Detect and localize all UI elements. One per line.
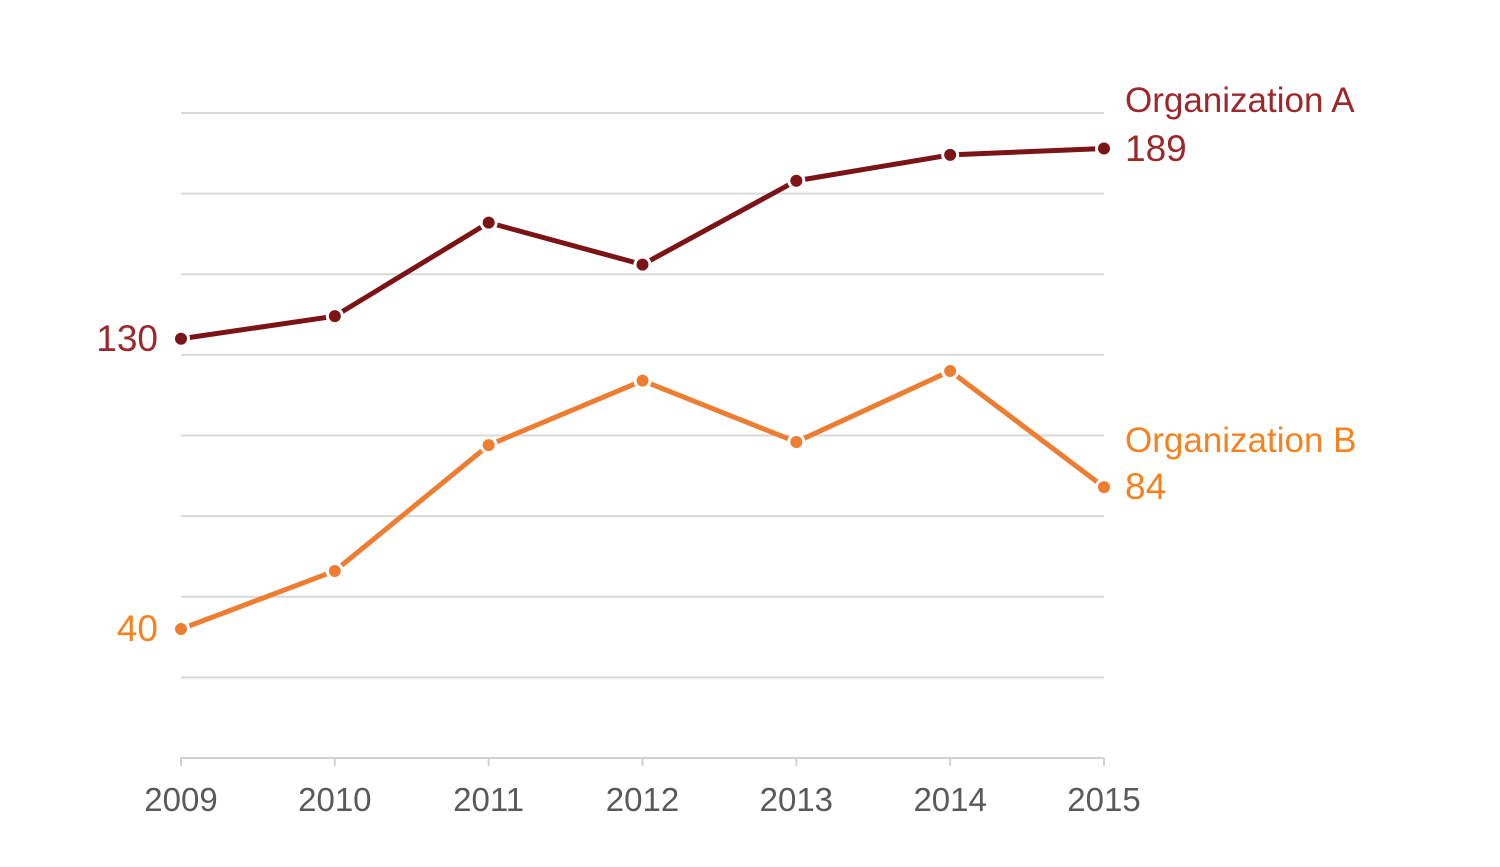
series-a-first-value-label: 130: [96, 318, 158, 359]
series-b-line: [180, 368, 1106, 632]
series-b-point: [479, 436, 498, 455]
series-a-point: [325, 307, 344, 326]
x-tick-label: 2012: [606, 781, 679, 818]
series-a-point: [1095, 139, 1113, 158]
series-b-point: [172, 620, 190, 638]
series-b-point: [325, 561, 344, 580]
series-b-point: [1095, 478, 1113, 497]
series-a-point: [787, 171, 806, 190]
series-a-point: [941, 145, 960, 164]
x-tick-label: 2014: [913, 781, 986, 818]
series-b-point: [941, 362, 960, 380]
series-a-point: [479, 213, 498, 232]
series-b-name-label: Organization B: [1125, 421, 1357, 460]
x-tick-label: 2011: [453, 781, 524, 818]
series-a-last-value-label: 189: [1125, 128, 1187, 169]
series-a-name-label: Organization A: [1125, 81, 1355, 120]
x-tick-label: 2013: [760, 781, 833, 818]
series-a-point: [172, 329, 190, 348]
series-a-line: [180, 145, 1105, 342]
series-a-point: [633, 255, 652, 274]
x-tick-label: 2009: [144, 781, 217, 818]
x-tick-label: 2015: [1067, 781, 1140, 818]
x-tick-label: 2010: [298, 781, 371, 818]
series-b-point: [633, 371, 652, 390]
series-b-first-value-label: 40: [116, 608, 158, 649]
series-b-point: [787, 432, 806, 451]
series-b-last-value-label: 84: [1125, 466, 1167, 507]
